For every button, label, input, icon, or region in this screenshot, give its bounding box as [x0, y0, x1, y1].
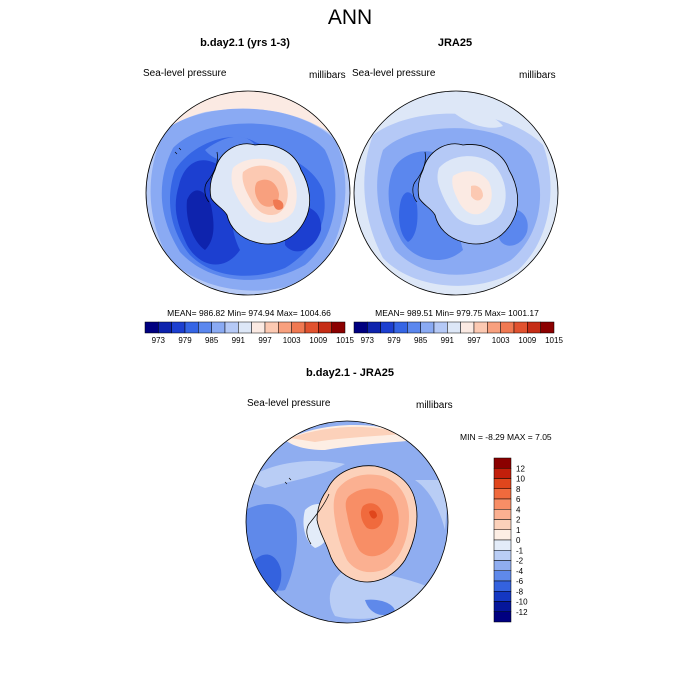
diff-colorbar-swatch [493, 519, 512, 530]
panel-2-stats: MEAN= 989.51 Min= 979.75 Max= 1001.17 [375, 308, 539, 318]
diff-colorbar-swatch [493, 457, 512, 469]
panel-1-colorbar-swatch [264, 321, 279, 334]
panel-2-colorbar-swatch [367, 321, 381, 334]
panel-2-colorbar-tick-label: 991 [441, 336, 455, 345]
panel-2-colorbar-swatch [407, 321, 421, 334]
panel-2-colorbar-swatch [487, 321, 501, 334]
panel-2-colorbar-tick-label: 973 [361, 336, 375, 345]
diff-colorbar-swatch [493, 498, 512, 510]
panel-2-colorbar-swatch [393, 321, 408, 334]
panel-1-colorbar-tick-label: 1003 [283, 336, 301, 345]
diff-colorbar-swatch [493, 488, 512, 500]
panel-2-colorbar-swatch [420, 321, 435, 334]
diff-panel-variable-label: Sea-level pressure [247, 398, 331, 409]
diff-colorbar-swatch [493, 591, 512, 602]
panel-1-colorbar-swatch [184, 321, 199, 334]
diff-colorbar-tick-label: -2 [516, 557, 524, 566]
panel-1-variable-label: Sea-level pressure [143, 68, 227, 79]
panel-1-colorbar-swatch [158, 321, 172, 334]
panel-2-colorbar-swatch [500, 321, 515, 334]
panel-1-colorbar-tick-label: 1009 [309, 336, 327, 345]
panel-2-colorbar-swatch [353, 321, 368, 334]
diff-colorbar-tick-label: -12 [516, 608, 528, 617]
panel-2-colorbar: 973 979 985 991 997 1003 1009 1015 [353, 321, 563, 345]
panel-2-colorbar-tick-label: 985 [414, 336, 428, 345]
panel-1-polar-map [145, 90, 351, 296]
panel-2-colorbar-tick-label: 1015 [545, 336, 563, 345]
panel-2-colorbar-swatch [433, 321, 448, 334]
diff-colorbar-tick-label: 4 [516, 505, 521, 514]
panel-1-colorbar-tick-label: 1015 [336, 336, 354, 345]
diff-panel-stats: MIN = -8.29 MAX = 7.05 [460, 432, 552, 442]
diff-panel-polar-map [245, 420, 449, 624]
diff-colorbar-swatch [493, 468, 512, 479]
panel-1-colorbar-tick-label: 979 [178, 336, 192, 345]
panel-2-colorbar-tick-label: 997 [467, 336, 481, 345]
diff-colorbar-swatch [493, 539, 512, 551]
diff-colorbar-swatch [493, 611, 512, 623]
panel-1-colorbar-tick-label: 991 [232, 336, 246, 345]
diff-colorbar-swatch [493, 550, 512, 561]
diff-colorbar-swatch [493, 570, 512, 582]
diff-colorbar-tick-label: 6 [516, 495, 521, 504]
diff-colorbar-tick-label: 8 [516, 485, 521, 494]
diff-panel-units-label: millibars [416, 400, 453, 411]
panel-1-stats: MEAN= 986.82 Min= 974.94 Max= 1004.66 [167, 308, 331, 318]
diff-colorbar-tick-label: 2 [516, 516, 521, 525]
panel-2-title: JRA25 [437, 37, 473, 49]
panel-1-colorbar-swatch [318, 321, 332, 334]
diff-colorbar-swatch [493, 560, 512, 571]
panel-2-colorbar-swatch [513, 321, 528, 334]
diff-colorbar-tick-label: -10 [516, 598, 528, 607]
panel-2-polar-map [353, 90, 559, 296]
diff-colorbar-swatch [493, 601, 512, 612]
panel-1-title: b.day2.1 (yrs 1-3) [200, 37, 290, 49]
panel-1-colorbar-swatch [171, 321, 186, 334]
panel-1-colorbar-tick-label: 973 [152, 336, 166, 345]
panel-1-colorbar-swatch [304, 321, 319, 334]
diff-colorbar-tick-label: 10 [516, 475, 525, 484]
diff-colorbar-tick-label: -1 [516, 546, 524, 555]
panel-1-colorbar-swatch [278, 321, 292, 334]
panel-1-colorbar-swatch [211, 321, 226, 334]
diff-colorbar-tick-label: -8 [516, 587, 524, 596]
diff-colorbar-swatch [493, 509, 512, 520]
panel-2-colorbar-swatch [540, 321, 555, 334]
panel-1-colorbar-tick-label: 985 [205, 336, 219, 345]
diff-colorbar-swatch [493, 580, 512, 592]
panel-2-variable-label: Sea-level pressure [352, 68, 436, 79]
panel-2-colorbar-tick-label: 1009 [518, 336, 536, 345]
diff-colorbar-tick-label: -6 [516, 577, 524, 586]
panel-2-colorbar-swatch [447, 321, 461, 334]
diff-colorbar-tick-label: 0 [516, 536, 521, 545]
panel-2-colorbar-swatch [473, 321, 488, 334]
panel-2-colorbar-tick-label: 1003 [492, 336, 510, 345]
diff-panel-title: b.day2.1 - JRA25 [305, 367, 395, 379]
figure-title: ANN [327, 6, 373, 29]
panel-2-units-label: millibars [519, 70, 556, 81]
diff-colorbar-swatch [493, 478, 512, 489]
panel-1-units-label: millibars [309, 70, 346, 81]
diff-colorbar-tick-label: -4 [516, 567, 524, 576]
diff-colorbar-tick-label: 1 [516, 526, 521, 535]
panel-1-colorbar-swatch [291, 321, 306, 334]
panel-1-colorbar: 973 979 985 991 997 1003 1009 1015 [144, 321, 354, 345]
panel-1-colorbar-swatch [331, 321, 346, 334]
panel-1-colorbar-swatch [238, 321, 252, 334]
panel-1-colorbar-swatch [198, 321, 212, 334]
diff-colorbar-tick-label: 12 [516, 464, 525, 473]
panel-1-colorbar-tick-label: 997 [258, 336, 272, 345]
panel-2-colorbar-swatch [380, 321, 395, 334]
diff-colorbar-swatch [493, 529, 512, 541]
panel-2-colorbar-tick-label: 979 [387, 336, 401, 345]
panel-2-colorbar-swatch [460, 321, 475, 334]
panel-2-colorbar-swatch [527, 321, 541, 334]
panel-1-colorbar-swatch [224, 321, 239, 334]
panel-1-colorbar-swatch [144, 321, 159, 334]
panel-1-colorbar-swatch [251, 321, 266, 334]
